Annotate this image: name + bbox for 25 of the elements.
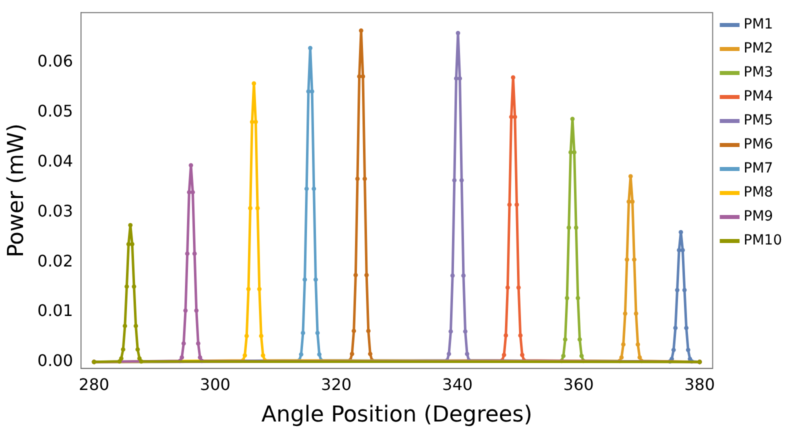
- y-tick-label: 0.03: [37, 201, 74, 220]
- legend-label: PM7: [744, 160, 774, 177]
- legend-label: PM6: [744, 136, 774, 153]
- x-tick-label: 300: [200, 375, 230, 394]
- legend-label: PM3: [744, 64, 774, 81]
- legend-label: PM4: [744, 88, 774, 105]
- legend-label: PM2: [744, 40, 774, 57]
- y-tick-label: 0.02: [37, 251, 74, 270]
- y-tick-label: 0.01: [37, 301, 74, 320]
- y-tick-label: 0.05: [37, 102, 74, 121]
- y-tick-label: 0.00: [37, 351, 74, 370]
- y-axis-title: Power (mW): [4, 124, 29, 258]
- legend-label: PM9: [744, 208, 774, 225]
- x-tick-label: 280: [78, 375, 110, 394]
- legend-label: PM5: [744, 112, 774, 129]
- legend-label: PM8: [744, 184, 774, 201]
- x-tick-label: 380: [684, 375, 715, 394]
- y-tick-label: 0.06: [37, 52, 74, 71]
- legend-label: PM10: [744, 232, 782, 249]
- x-tick-label: 360: [563, 375, 594, 394]
- y-tick-label: 0.04: [37, 151, 74, 170]
- legend-label: PM1: [744, 16, 774, 33]
- x-tick-label: 340: [442, 375, 473, 394]
- x-axis-title: Angle Position (Degrees): [261, 402, 532, 428]
- x-tick-label: 320: [321, 375, 352, 394]
